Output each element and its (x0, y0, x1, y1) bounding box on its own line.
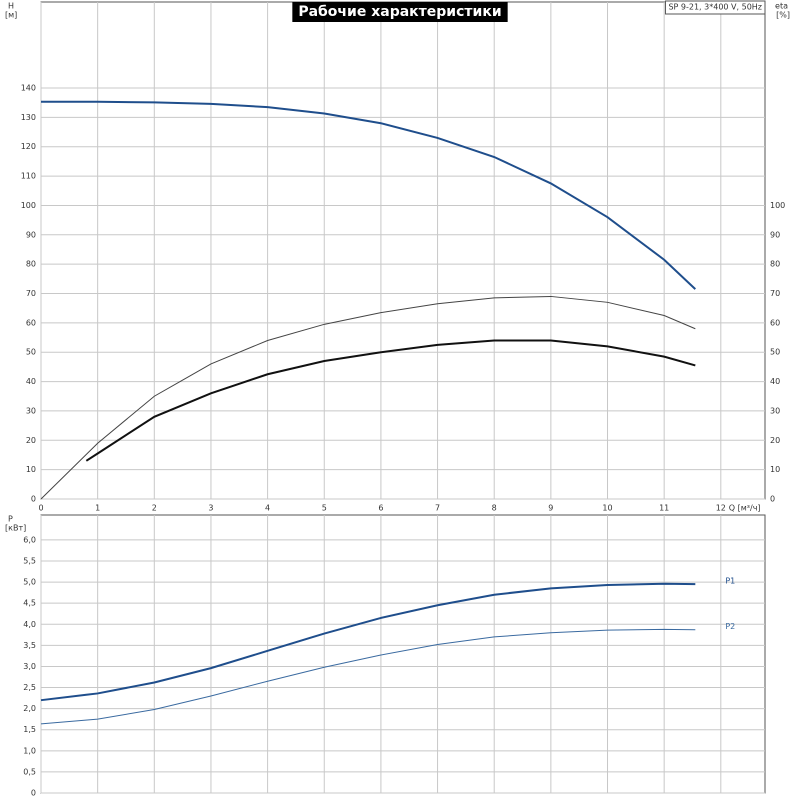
y-axis-unit: [м] (5, 11, 17, 20)
x-tick-label: 6 (378, 504, 383, 513)
y-tick-label: 4,0 (23, 620, 36, 629)
y-tick-label: 10 (26, 465, 36, 474)
y-tick-label: 3,5 (23, 641, 36, 650)
title-box (292, 2, 508, 22)
y2-tick-label: 40 (770, 377, 780, 386)
x-tick-label: 1 (95, 504, 100, 513)
x-axis-label: Q [м³/ч] (729, 504, 761, 513)
y-tick-label: 30 (26, 406, 36, 415)
y2-tick-label: 80 (770, 260, 780, 269)
y-axis-label: H (8, 2, 14, 11)
y-tick-label: 0,5 (23, 767, 36, 776)
x-tick-label: 5 (322, 504, 327, 513)
legend-label: P1 (725, 577, 735, 586)
y-tick-label: 130 (21, 113, 36, 122)
y2-tick-label: 90 (770, 230, 780, 239)
y2-axis-unit: [%] (776, 11, 790, 20)
y-tick-label: 70 (26, 289, 36, 298)
subtitle-box (664, 0, 766, 15)
y2-tick-label: 60 (770, 318, 780, 327)
x-tick-label: 9 (548, 504, 553, 513)
y-tick-label: 140 (21, 84, 36, 93)
series-line (85, 339, 696, 462)
x-tick-label: 4 (265, 504, 270, 513)
subtitle: SP 9-21, 3*400 V, 50Hz (668, 3, 762, 12)
x-tick-label: 2 (152, 504, 157, 513)
x-tick-label: 8 (492, 504, 497, 513)
y-tick-label: 110 (21, 172, 36, 181)
y-tick-label: 90 (26, 230, 36, 239)
y-tick-label: 4,5 (23, 599, 36, 608)
legend-label: P2 (725, 622, 735, 631)
plot-frame (40, 1, 766, 500)
series-line (40, 582, 696, 702)
y-tick-label: 5,0 (23, 578, 36, 587)
x-tick-label: 12 (716, 504, 726, 513)
y-tick-label: 1,0 (23, 746, 36, 755)
series-line (41, 100, 697, 290)
y-tick-label: 40 (26, 377, 36, 386)
y-tick-label: 5,5 (23, 556, 36, 565)
y-tick-label: 2,0 (23, 704, 36, 713)
y-tick-label: 50 (26, 348, 36, 357)
y-axis-label: P (8, 515, 13, 524)
y-tick-label: 100 (21, 201, 36, 210)
y-tick-label: 20 (26, 436, 36, 445)
y2-tick-label: 0 (770, 495, 775, 504)
y-tick-label: 0 (31, 495, 36, 504)
x-tick-label: 10 (602, 504, 612, 513)
y2-tick-label: 70 (770, 289, 780, 298)
series-line (40, 628, 696, 725)
y2-tick-label: 30 (770, 406, 780, 415)
x-tick-label: 11 (659, 504, 669, 513)
y2-tick-label: 50 (770, 348, 780, 357)
x-tick-label: 3 (208, 504, 213, 513)
y2-tick-label: 10 (770, 465, 780, 474)
chart-title: Рабочие характеристики (298, 4, 501, 20)
y-tick-label: 3,0 (23, 662, 36, 671)
y-tick-label: 60 (26, 318, 36, 327)
y-axis-unit: [кВт] (5, 524, 26, 533)
y-tick-label: 0 (31, 789, 36, 798)
x-tick-label: 0 (38, 504, 43, 513)
y2-axis-label: eta (775, 2, 788, 11)
series-line (40, 295, 696, 500)
y-tick-label: 6,0 (23, 535, 36, 544)
y-tick-label: 80 (26, 260, 36, 269)
y-tick-label: 2,5 (23, 683, 36, 692)
y-tick-label: 120 (21, 142, 36, 151)
x-tick-label: 7 (435, 504, 440, 513)
y2-tick-label: 20 (770, 436, 780, 445)
y2-tick-label: 100 (770, 201, 785, 210)
y-tick-label: 1,5 (23, 725, 36, 734)
